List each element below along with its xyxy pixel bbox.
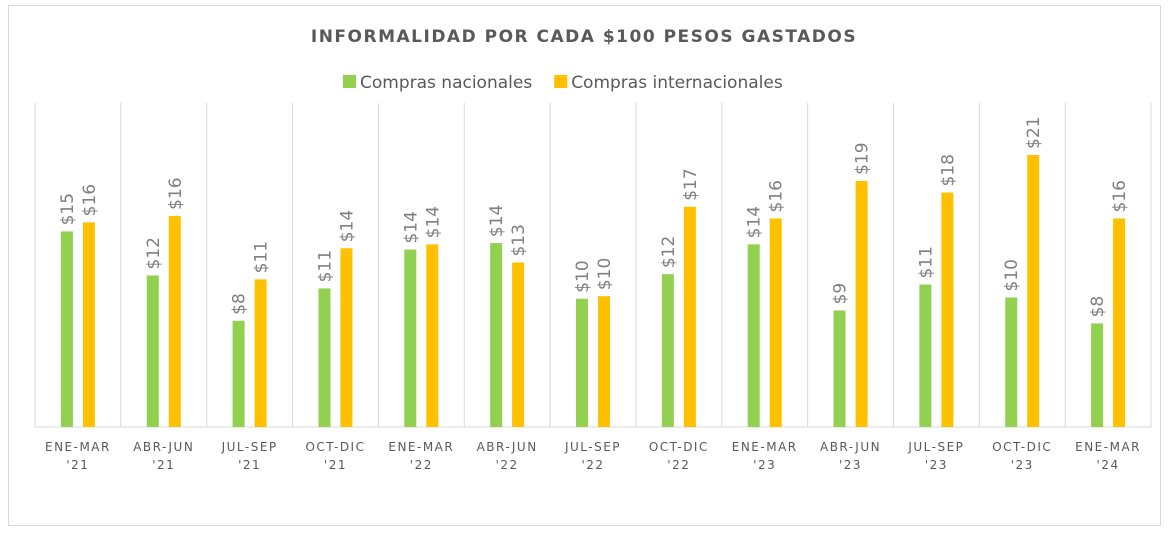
x-tick-label: ENE-MAR '24 [1075,440,1141,472]
bar [1027,155,1040,427]
bar [404,249,417,427]
data-label: $10 [573,260,593,292]
bar [318,288,331,427]
bar [426,244,439,427]
data-label: $14 [337,210,357,242]
x-tick-label: ABR-JUN '23 [820,440,881,472]
bar [833,310,846,427]
bar [919,284,932,427]
data-label: $12 [659,236,679,268]
bar [855,180,868,427]
data-label: $16 [80,184,100,216]
bar [747,244,760,427]
chart-title: INFORMALIDAD POR CADA $100 PESOS GASTADO… [311,27,857,47]
bar [340,248,353,427]
bar [232,320,245,427]
bar [512,262,525,427]
data-label: $18 [938,154,958,186]
bar [769,218,782,427]
x-tick-label: OCT-DIC '22 [649,440,709,472]
data-label: $19 [853,142,873,174]
bar [1113,218,1126,427]
bar [576,298,588,427]
bar [490,243,503,427]
bar [1091,323,1104,427]
data-label: $11 [916,246,936,278]
data-label: $10 [1002,259,1022,291]
data-label: $16 [767,180,787,212]
data-label: $16 [166,177,186,209]
x-tick-label: ABR-JUN '21 [133,440,194,472]
legend-label: Compras nacionales [360,73,532,93]
bar [168,215,181,427]
legend-swatch [554,75,568,88]
data-label: $10 [595,258,615,290]
bar [598,296,610,427]
data-label: $14 [401,211,421,243]
bar [254,279,267,427]
x-tick-label: ABR-JUN '22 [477,440,538,472]
data-label: $13 [509,224,529,256]
data-label: $9 [831,283,851,305]
data-label: $17 [681,168,701,200]
bar [1005,297,1018,427]
x-tick-label: OCT-DIC '21 [305,440,365,472]
chart-frame [8,5,1161,526]
x-tick-label: OCT-DIC '23 [992,440,1052,472]
x-tick-label: ENE-MAR '23 [732,440,798,472]
data-label: $12 [144,237,164,269]
x-tick-label: JUL-SEP '22 [564,440,621,472]
data-label: $11 [252,241,272,273]
data-label: $8 [230,293,250,315]
data-label: $15 [58,193,78,225]
bar [683,206,696,427]
x-tick-label: ENE-MAR '22 [388,440,454,472]
legend-label: Compras internacionales [571,73,783,93]
legend-swatch [343,75,356,88]
bar [82,222,95,427]
data-label: $21 [1024,117,1044,149]
data-label: $11 [315,250,335,282]
data-label: $16 [1110,180,1130,212]
x-tick-label: JUL-SEP '21 [221,440,278,472]
x-tick-label: ENE-MAR '21 [45,440,111,472]
data-label: $14 [745,206,765,238]
data-label: $8 [1088,296,1108,318]
bar [146,275,159,427]
x-tick-label: JUL-SEP '23 [907,440,964,472]
bar [60,231,73,427]
data-label: $14 [423,206,443,238]
data-label: $14 [487,205,507,237]
bar [661,274,674,427]
bar [941,192,954,427]
